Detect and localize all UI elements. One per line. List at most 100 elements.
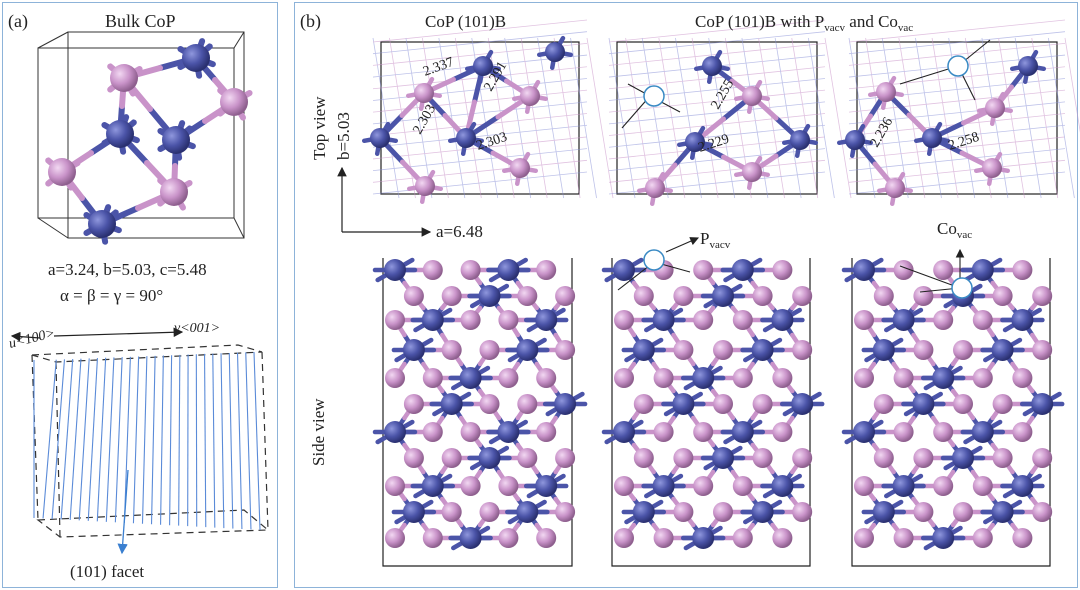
p-atom — [792, 448, 813, 468]
lattice-line — [372, 37, 400, 199]
p-atom — [403, 448, 424, 468]
p-atom — [614, 310, 634, 330]
p-atom — [1012, 260, 1033, 280]
p-atom — [854, 368, 874, 388]
p-atom — [693, 422, 714, 442]
p-atom — [985, 98, 1005, 118]
co-atom — [912, 393, 935, 415]
lattice-line — [848, 42, 1066, 66]
p-atom — [441, 340, 462, 360]
side-view-co-vacancy — [841, 257, 1065, 567]
p-atom — [752, 448, 773, 468]
bond-label: 2.236 — [867, 115, 896, 150]
p-atom — [614, 528, 634, 548]
co-atom — [1018, 56, 1038, 76]
p-atom — [614, 368, 634, 388]
p-atom — [498, 528, 519, 548]
co-atom — [384, 259, 406, 281]
co-atom — [88, 210, 116, 238]
p-atom — [555, 286, 576, 306]
p-atom — [517, 394, 538, 414]
lattice-line — [520, 37, 548, 199]
facet-line — [69, 358, 82, 520]
co-atom — [478, 447, 501, 469]
co-atom — [932, 527, 955, 549]
co-atom — [516, 339, 539, 361]
side-view-pristine — [372, 257, 588, 567]
p-atom — [555, 340, 576, 360]
lattice-line — [658, 37, 686, 199]
co-atom — [516, 501, 539, 523]
p-atom — [992, 286, 1013, 306]
p-atom — [414, 83, 434, 103]
top-view-label: Top view — [310, 96, 329, 160]
top-view-pristine — [361, 19, 614, 205]
lattice-line — [774, 37, 802, 199]
co-atom — [991, 501, 1014, 523]
facet-line — [105, 357, 115, 522]
p-atom — [893, 528, 914, 548]
p-atom — [792, 340, 813, 360]
p-atom — [385, 476, 405, 496]
p-atom — [673, 340, 694, 360]
bulk-unit-cell — [37, 31, 253, 245]
facet-line — [78, 358, 90, 521]
p-atom — [885, 178, 905, 198]
p-atom — [536, 368, 557, 388]
p-atom — [403, 286, 424, 306]
p-atom — [873, 286, 894, 306]
p-atom — [1012, 368, 1033, 388]
facet-line — [245, 352, 252, 530]
lattice-line — [372, 31, 588, 55]
p-atom — [645, 178, 665, 198]
panel-a-frame — [2, 2, 278, 588]
p-atom — [479, 502, 500, 522]
top-view-p-vacancy — [608, 19, 852, 207]
bond-label: 2.258 — [947, 130, 982, 154]
facet-box — [10, 327, 270, 555]
p-atom — [854, 476, 874, 496]
facet-line — [150, 355, 156, 525]
p-atom — [876, 82, 896, 102]
lattice-line — [807, 37, 835, 199]
lattice-line — [791, 37, 819, 199]
panel-a-label: (a) — [8, 11, 28, 32]
p-vacancy-label: Pvacv — [700, 229, 731, 251]
lattice-line — [372, 124, 588, 148]
p-atom — [385, 528, 405, 548]
p-atom — [653, 528, 674, 548]
p-atom — [441, 448, 462, 468]
co-atom — [535, 309, 558, 331]
co-atom — [535, 475, 558, 497]
lattice-line — [881, 37, 909, 199]
co-atom — [845, 130, 865, 150]
p-atom — [713, 394, 733, 414]
lattice-line — [372, 101, 588, 125]
co-atom — [790, 130, 810, 150]
p-atom — [893, 368, 914, 388]
lattice-line — [537, 37, 565, 199]
p-atom — [653, 422, 674, 442]
co-atom — [932, 367, 955, 389]
facet-line — [204, 353, 207, 528]
defect-title: CoP (101)B with Pvacv and Covac — [695, 12, 913, 34]
p-atom — [555, 502, 576, 522]
p-atom — [422, 422, 443, 442]
p-atom — [732, 476, 753, 496]
p-atom — [732, 310, 753, 330]
co-atom — [1011, 475, 1034, 497]
lattice-line — [372, 113, 588, 136]
p-atom — [873, 394, 894, 414]
p-atom — [633, 448, 654, 468]
facet-line — [253, 351, 261, 531]
p-atom — [982, 158, 1002, 178]
top-view-co-vacancy — [836, 19, 1080, 207]
lattice-line — [608, 89, 826, 113]
bond-label: 2.337 — [421, 55, 456, 80]
facet-line — [123, 356, 131, 523]
p-atom — [160, 178, 188, 206]
lattice-line — [608, 148, 826, 172]
p-atom — [614, 476, 634, 496]
bond-label: 2.255 — [708, 77, 737, 112]
lattice-line — [865, 37, 893, 199]
